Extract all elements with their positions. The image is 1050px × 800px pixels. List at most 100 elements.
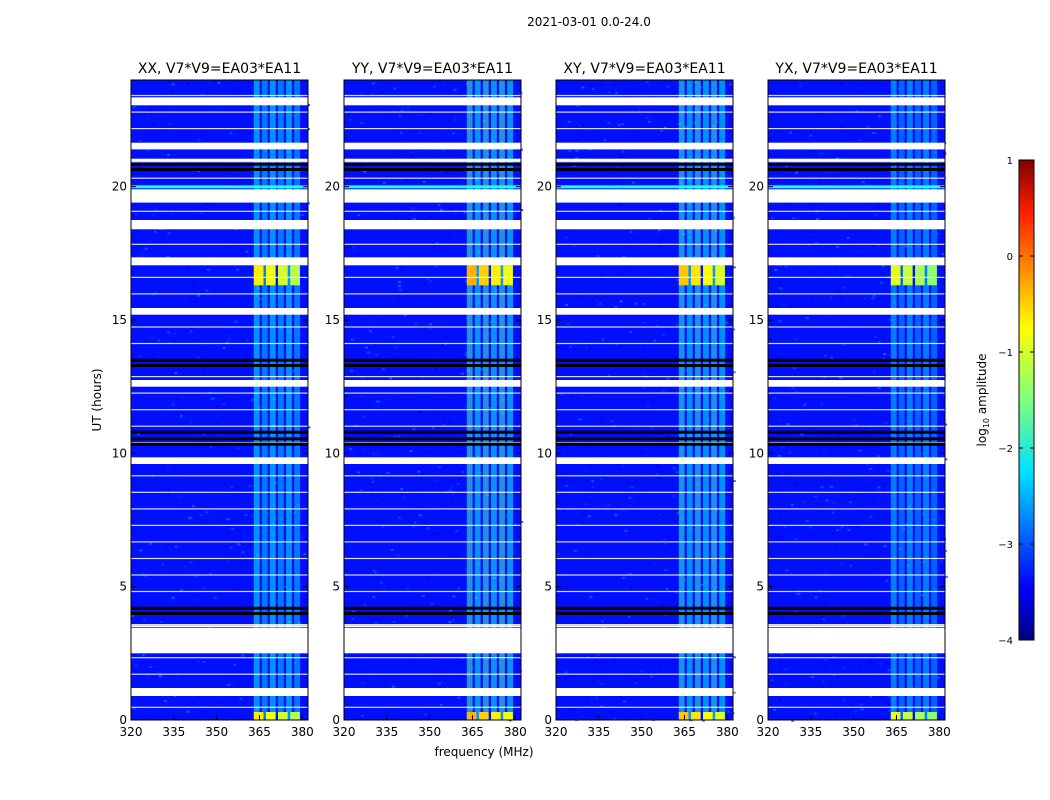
- dark-line: [768, 612, 945, 615]
- flag-line: [768, 243, 945, 245]
- flagged-band: [131, 142, 308, 150]
- bright-rfi-line: [768, 185, 945, 189]
- x-tick-label: 365: [461, 725, 484, 739]
- flag-line: [556, 210, 733, 212]
- flag-line: [344, 342, 521, 345]
- flag-line: [768, 557, 945, 560]
- flag-line: [768, 640, 945, 642]
- y-tick-label: 10: [325, 446, 340, 460]
- colorbar-tick-label: 0: [1007, 252, 1013, 263]
- flag-line: [768, 574, 945, 576]
- strong-rfi-block: [278, 712, 288, 720]
- flag-line: [131, 690, 308, 692]
- y-tick-label: 0: [119, 713, 127, 727]
- flag-line: [131, 640, 308, 642]
- flagged-band: [556, 457, 733, 464]
- flag-line: [131, 326, 308, 328]
- strong-rfi-block: [678, 265, 689, 286]
- x-tick-label: 335: [162, 725, 185, 739]
- panel-4: YX, V7*V9=EA03*EA11 320 335 350 365 380 0 5 10 15…: [749, 61, 951, 739]
- flag-line: [556, 475, 733, 477]
- flag-line: [131, 194, 308, 196]
- flag-line: [768, 590, 945, 593]
- rfi-band-column: [890, 80, 897, 720]
- flag-line: [344, 210, 521, 212]
- flag-line: [344, 293, 521, 295]
- panel-frame: [555, 79, 734, 721]
- flag-line: [131, 227, 308, 229]
- flag-line: [556, 458, 733, 460]
- flag-line: [344, 94, 521, 97]
- colorbar-tick-label: −3: [998, 540, 1013, 551]
- flag-line: [131, 276, 308, 278]
- flag-line: [344, 458, 521, 460]
- dark-line: [344, 430, 521, 434]
- panel-1: XX, V7*V9=EA03*EA11 320 335 350 365 380 0 5 10 15…: [112, 61, 314, 739]
- x-tick-label: 335: [375, 725, 398, 739]
- flag-line: [768, 657, 945, 659]
- strong-rfi-block: [503, 265, 513, 286]
- strong-rfi-block: [491, 712, 501, 720]
- flag-line: [131, 409, 308, 411]
- dark-line: [768, 364, 945, 367]
- flagged-band: [768, 457, 945, 464]
- y-tick-label: 10: [749, 446, 764, 460]
- y-tick-label: 10: [112, 446, 127, 460]
- dark-line: [556, 162, 733, 166]
- y-tick-label: 20: [112, 180, 127, 194]
- panel-title: XX, V7*V9=EA03*EA11: [138, 61, 301, 77]
- x-tick-label: 350: [418, 725, 441, 739]
- strong-rfi-block: [902, 712, 913, 720]
- strong-rfi-block: [715, 265, 725, 286]
- flag-line: [131, 128, 308, 130]
- flag-line: [768, 524, 945, 526]
- flagged-band: [344, 220, 521, 230]
- flag-line: [556, 640, 733, 642]
- flag-line: [768, 342, 945, 345]
- rfi-band-column: [694, 80, 701, 720]
- flag-line: [768, 309, 945, 312]
- flagged-band: [344, 625, 521, 628]
- flag-line: [344, 541, 521, 543]
- y-tick-label: 20: [537, 180, 552, 194]
- flagged-band: [131, 380, 308, 387]
- rfi-band-column: [906, 80, 913, 720]
- rfi-band-column: [898, 80, 905, 720]
- flag-line: [768, 706, 945, 708]
- flag-line: [344, 194, 521, 196]
- dark-line: [131, 364, 308, 367]
- flagged-band: [344, 97, 521, 106]
- flag-line: [556, 260, 733, 262]
- panel-title: XY, V7*V9=EA03*EA11: [563, 61, 725, 77]
- x-tick-label: 320: [545, 725, 568, 739]
- flag-line: [768, 376, 945, 378]
- flag-line: [131, 177, 308, 179]
- flagged-band: [556, 158, 733, 162]
- flag-line: [768, 293, 945, 295]
- flag-line: [556, 557, 733, 560]
- colorbar-label: log10 amplitude: [975, 354, 991, 447]
- flag-line: [131, 425, 308, 427]
- dark-line: [344, 358, 521, 362]
- flag-line: [556, 128, 733, 130]
- y-tick-label: 15: [325, 313, 340, 327]
- flag-line: [131, 590, 308, 593]
- x-tick-label: 365: [673, 725, 696, 739]
- flag-line: [131, 342, 308, 345]
- strong-rfi-block: [927, 265, 937, 286]
- dark-line: [768, 162, 945, 166]
- flag-line: [556, 409, 733, 411]
- flag-line: [131, 491, 308, 493]
- x-tick-label: 320: [120, 725, 143, 739]
- flag-line: [344, 425, 521, 427]
- x-tick-label: 350: [842, 725, 865, 739]
- flag-line: [556, 541, 733, 543]
- y-tick-label: 5: [756, 580, 764, 594]
- rfi-band-column: [474, 80, 481, 720]
- flagged-band: [344, 308, 521, 315]
- colorbar-tick-label: −1: [998, 348, 1013, 359]
- flag-line: [556, 425, 733, 427]
- strong-rfi-block: [915, 712, 925, 720]
- colorbar-tick-label: 1: [1007, 156, 1013, 167]
